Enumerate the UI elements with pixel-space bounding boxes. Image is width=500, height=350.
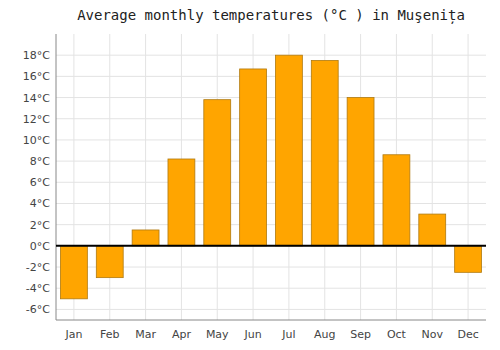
chart-container: Average monthly temperatures (°C ) in Mu… xyxy=(0,0,500,350)
bars xyxy=(60,55,481,299)
y-grid-line xyxy=(56,139,486,140)
x-tick-label: Nov xyxy=(422,328,444,341)
x-grid-line xyxy=(468,34,469,320)
bar xyxy=(275,55,302,246)
y-grid-line xyxy=(56,55,486,56)
y-tick-label: 10°C xyxy=(23,134,50,147)
x-tick-label: Jul xyxy=(281,328,295,341)
y-tick-label: 14°C xyxy=(23,92,50,105)
bar xyxy=(96,246,123,278)
x-tick-label: Feb xyxy=(100,328,119,341)
x-tick-label: Jun xyxy=(243,328,261,341)
y-tick-label: 18°C xyxy=(23,49,50,62)
x-tick-label: Sep xyxy=(350,328,371,341)
bar xyxy=(347,98,374,246)
y-grid-line xyxy=(56,182,486,183)
x-axis-line xyxy=(56,320,486,321)
y-grid-line xyxy=(56,97,486,98)
y-grid-line xyxy=(56,118,486,119)
x-tick-label: Oct xyxy=(387,328,407,341)
y-grid-line xyxy=(56,288,486,289)
bar xyxy=(168,159,195,246)
x-tick-label: Dec xyxy=(457,328,478,341)
y-tick-label: 12°C xyxy=(23,113,50,126)
y-grid-line xyxy=(56,309,486,310)
x-tick-label: Mar xyxy=(135,328,156,341)
y-tick-label: 0°C xyxy=(30,240,50,253)
y-tick-label: 2°C xyxy=(30,219,50,232)
y-grid-line xyxy=(56,76,486,77)
y-tick-label: 6°C xyxy=(30,176,50,189)
y-tick-label: -2°C xyxy=(26,261,50,274)
y-tick-label: 16°C xyxy=(23,70,50,83)
bar xyxy=(240,69,267,246)
y-tick-label: -4°C xyxy=(26,282,50,295)
x-grid-line xyxy=(145,34,146,320)
y-grid-line xyxy=(56,203,486,204)
bar xyxy=(419,214,446,246)
bar xyxy=(311,60,338,245)
grid xyxy=(56,34,486,320)
bar xyxy=(204,100,231,246)
bar xyxy=(455,246,482,272)
chart-svg: Average monthly temperatures (°C ) in Mu… xyxy=(0,0,500,350)
x-tick-label: Jan xyxy=(64,328,82,341)
y-grid-line xyxy=(56,161,486,162)
y-tick-label: 4°C xyxy=(30,197,50,210)
x-tick-label: Apr xyxy=(172,328,192,341)
y-grid-line xyxy=(56,245,486,246)
bar xyxy=(60,246,87,299)
y-tick-label: 8°C xyxy=(30,155,50,168)
zero-line xyxy=(56,245,486,247)
x-tick-label: May xyxy=(206,328,229,341)
bar xyxy=(132,230,159,246)
x-grid-line xyxy=(432,34,433,320)
x-tick-label: Aug xyxy=(314,328,335,341)
y-tick-label: -6°C xyxy=(26,303,50,316)
title: Average monthly temperatures (°C ) in Mu… xyxy=(77,7,465,24)
y-axis-line xyxy=(56,34,57,320)
bar xyxy=(383,155,410,246)
